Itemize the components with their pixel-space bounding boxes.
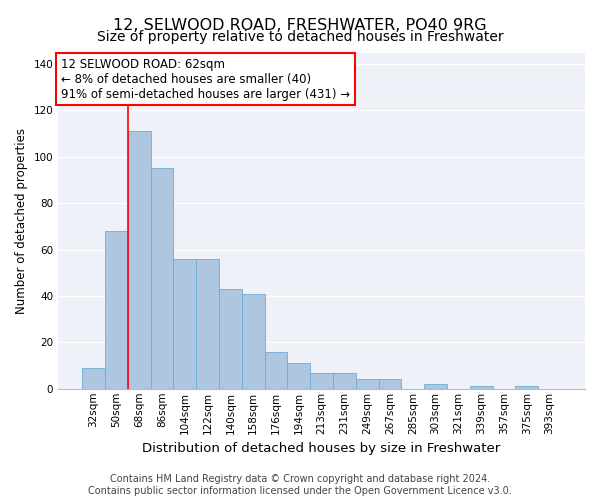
X-axis label: Distribution of detached houses by size in Freshwater: Distribution of detached houses by size … — [142, 442, 501, 455]
Bar — [265, 352, 287, 389]
Bar — [242, 294, 265, 389]
Bar — [310, 372, 333, 389]
Text: Size of property relative to detached houses in Freshwater: Size of property relative to detached ho… — [97, 30, 503, 44]
Bar — [128, 132, 151, 389]
Bar — [105, 231, 128, 389]
Bar — [379, 380, 401, 389]
Text: 12, SELWOOD ROAD, FRESHWATER, PO40 9RG: 12, SELWOOD ROAD, FRESHWATER, PO40 9RG — [113, 18, 487, 32]
Bar — [196, 259, 219, 389]
Bar — [219, 289, 242, 389]
Bar — [356, 380, 379, 389]
Bar — [151, 168, 173, 389]
Y-axis label: Number of detached properties: Number of detached properties — [15, 128, 28, 314]
Text: Contains HM Land Registry data © Crown copyright and database right 2024.
Contai: Contains HM Land Registry data © Crown c… — [88, 474, 512, 496]
Bar — [424, 384, 447, 389]
Bar — [287, 364, 310, 389]
Bar — [82, 368, 105, 389]
Bar — [333, 372, 356, 389]
Bar — [515, 386, 538, 389]
Bar — [173, 259, 196, 389]
Bar — [470, 386, 493, 389]
Text: 12 SELWOOD ROAD: 62sqm
← 8% of detached houses are smaller (40)
91% of semi-deta: 12 SELWOOD ROAD: 62sqm ← 8% of detached … — [61, 58, 350, 100]
